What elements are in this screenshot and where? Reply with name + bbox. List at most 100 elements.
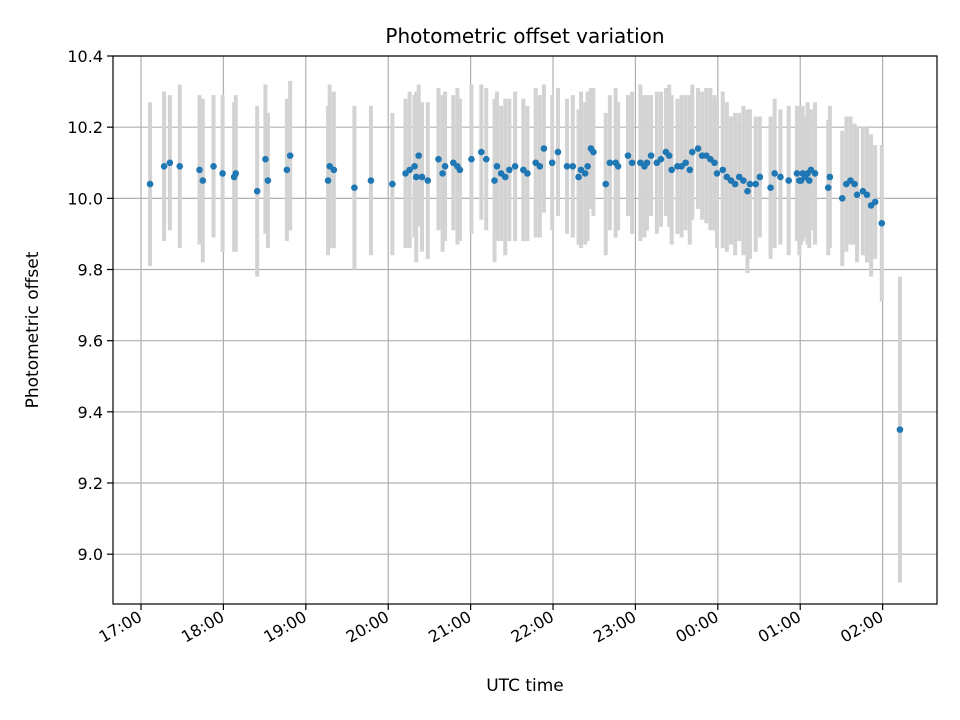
y-tick-label: 9.8 [78,261,103,280]
data-point [665,152,673,159]
data-point [740,177,747,184]
data-point [196,166,203,174]
y-axis-label: Photometric offset [23,251,43,408]
data-point [367,177,375,184]
data-point [694,145,702,152]
data-point [166,159,174,167]
data-point [286,152,294,159]
data-point [563,163,571,170]
data-point [232,170,240,177]
data-point [330,166,338,174]
data-point [713,170,721,177]
data-point [824,184,832,191]
data-point [524,170,531,177]
data-point [441,163,449,170]
data-point [602,180,610,188]
data-point [176,163,184,170]
data-point [838,195,846,202]
data-point [878,219,886,227]
data-point [643,159,651,167]
data-point [478,148,485,156]
data-point [493,163,501,170]
y-tick-label: 10.2 [67,118,103,137]
data-point [584,163,591,170]
data-point [805,177,813,184]
y-tick-label: 10.4 [67,47,103,66]
data-points [146,145,904,433]
data-point [219,170,226,177]
y-tick-label: 9.0 [78,545,103,564]
data-point [540,145,548,152]
data-point [160,163,168,170]
data-point [548,159,556,167]
data-point [853,191,861,199]
data-point [863,191,871,199]
data-point [682,159,689,167]
data-point [506,166,513,174]
data-point [851,180,858,188]
data-point [590,148,597,156]
data-point [752,180,760,188]
data-point [418,173,426,181]
data-point [351,184,358,191]
data-point [569,163,577,170]
data-point [744,187,751,195]
data-point [424,177,432,184]
data-point [262,155,269,163]
data-point [746,180,754,188]
data-point [688,148,696,156]
data-point [439,170,446,177]
data-point [389,180,396,188]
data-point [785,177,792,184]
data-point [668,166,675,174]
y-tick-label: 9.6 [78,332,103,351]
data-point [412,173,420,181]
data-point [511,163,519,170]
chart-title: Photometric offset variation [385,24,664,48]
data-point [406,166,413,174]
data-point [826,173,834,181]
data-point [554,148,562,156]
data-point [647,152,655,159]
data-point [456,166,464,174]
data-point [264,177,272,184]
data-point [606,159,614,167]
data-point [468,155,475,163]
y-tick-label: 9.2 [78,474,103,493]
data-point [614,163,622,170]
data-point [731,180,739,188]
data-point [482,155,490,163]
data-point [628,159,636,167]
data-point [411,163,418,170]
data-point [711,159,718,167]
y-tick-label: 9.4 [78,403,103,422]
data-point [283,166,291,174]
data-point [896,426,904,433]
data-point [793,170,801,177]
data-point [324,177,332,184]
data-point [767,184,774,191]
data-point [871,198,879,206]
data-point [624,152,632,159]
data-point [686,166,694,174]
x-axis-label: UTC time [486,676,564,696]
data-point [811,170,819,177]
data-point [146,180,154,188]
y-axis: 9.0 9.2 9.4 9.6 9.8 10.0 10.2 10.4 [67,47,113,564]
data-point [253,187,261,195]
data-point [435,155,442,163]
data-point [771,170,778,177]
data-point [719,166,727,174]
y-tick-label: 10.0 [67,189,103,208]
data-point [491,177,498,184]
data-point [501,173,509,181]
plot-frame [112,55,938,605]
data-point [657,155,665,163]
data-point [756,173,764,181]
data-point [415,152,423,159]
data-point [199,177,207,184]
data-point [210,163,217,170]
data-point [536,163,544,170]
data-point [581,170,589,177]
